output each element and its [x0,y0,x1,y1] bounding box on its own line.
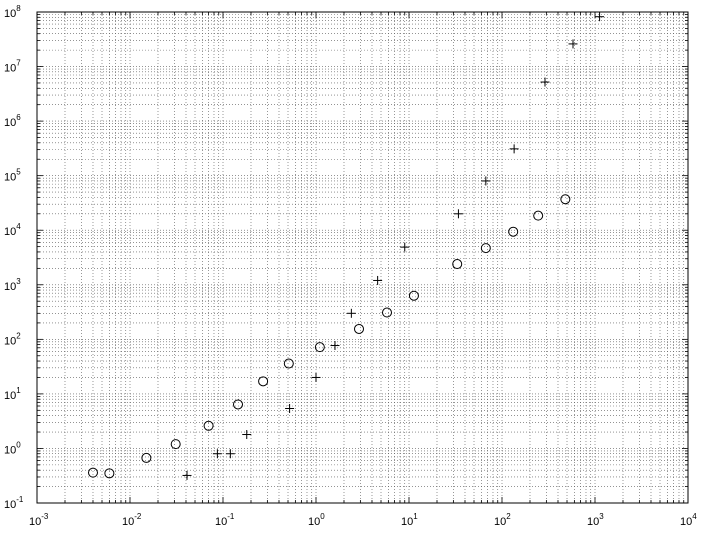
plus-marker [540,77,550,87]
plus-marker [330,341,340,351]
circle-marker [314,342,325,353]
circle-marker [533,210,544,221]
data-points [87,12,605,480]
circle-marker [87,467,98,478]
x-tick-label: 101 [401,512,418,528]
plus-marker [400,242,410,252]
y-tick-label: 103 [4,277,21,293]
circle-marker [508,226,519,237]
circle-marker [480,243,491,254]
circle-marker [233,399,244,410]
x-tick-label: 104 [680,512,697,528]
x-tick-label: 103 [587,512,604,528]
x-tick-label: 100 [308,512,325,528]
circle-marker [408,290,419,301]
plus-marker [481,176,491,186]
plus-marker [568,39,578,49]
plus-marker [509,144,519,154]
plus-marker [595,12,605,22]
plus-marker [373,275,383,285]
circle-marker [141,452,152,463]
plus-marker [346,308,356,318]
plus-marker [311,372,321,382]
y-tick-label: 10-1 [4,495,24,511]
plus-marker [242,430,252,440]
plot-frame [36,11,689,504]
y-tick-label: 106 [4,113,21,129]
x-tick-label: 10-1 [215,512,235,528]
circle-marker [203,420,214,431]
grid [37,12,688,503]
y-tick-label: 102 [4,331,21,347]
y-tick-label: 101 [4,386,21,402]
circle-marker [104,468,115,479]
plus-marker [285,403,295,413]
plus-marker [225,449,235,459]
circle-marker [258,376,269,387]
circle-marker [452,259,463,270]
y-tick-label: 100 [4,440,21,456]
circle-marker [170,439,181,450]
y-tick-label: 105 [4,168,21,184]
y-tick-label: 107 [4,59,21,75]
plus-marker [453,209,463,219]
y-tick-label: 104 [4,222,21,238]
x-tick-label: 102 [494,512,511,528]
plus-marker [212,449,222,459]
y-tick-label: 108 [4,4,21,20]
tick-labels: 10-3 10-2 10-1 100 101 102 103 104 10-1 100 101 102… [4,4,697,528]
plus-marker [182,470,192,480]
circle-marker [560,194,571,205]
circle-marker [381,307,392,318]
x-tick-label: 10-2 [122,512,142,528]
x-tick-label: 10-3 [29,512,49,528]
circle-marker [283,358,294,369]
circle-marker [354,323,365,334]
